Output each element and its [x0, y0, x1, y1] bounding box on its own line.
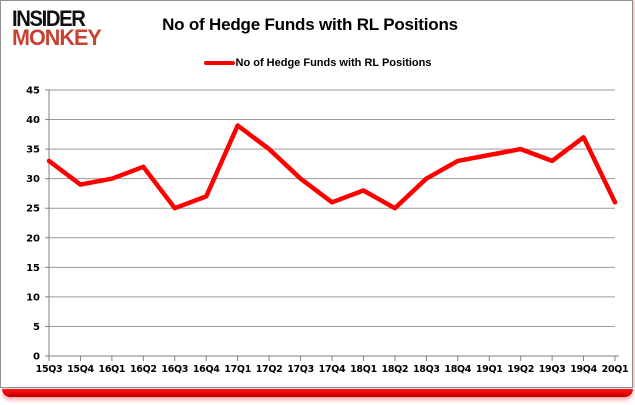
y-tick-label: 15 [26, 263, 40, 274]
logo-line-insider: INSIDER [12, 6, 86, 31]
x-tick-label: 16Q1 [99, 364, 126, 375]
y-tick-label: 20 [26, 233, 40, 244]
chart-title: No of Hedge Funds with RL Positions [162, 15, 458, 34]
x-tick-label: 17Q4 [319, 364, 346, 375]
x-tick-label: 17Q1 [224, 364, 251, 375]
insider-monkey-logo: INSIDER MONKEY [12, 6, 103, 51]
x-tick-label: 19Q3 [539, 364, 566, 375]
x-tick-label: 16Q3 [161, 364, 188, 375]
chart-frame [0, 0, 633, 388]
y-tick-label: 45 [26, 86, 40, 97]
x-tick-label: 19Q1 [476, 364, 503, 375]
y-tick-label: 10 [26, 292, 40, 303]
y-tick-label: 5 [33, 322, 40, 333]
x-tick-label: 17Q2 [256, 364, 283, 375]
x-tick-label: 18Q4 [444, 364, 471, 375]
series-line [46, 123, 618, 211]
x-tick-label: 20Q1 [602, 364, 629, 375]
x-tick-label: 15Q3 [36, 364, 63, 375]
x-tick-label: 18Q1 [350, 364, 377, 375]
y-tick-label: 30 [26, 174, 40, 185]
x-tick-label: 16Q2 [130, 364, 157, 375]
x-tick-label: 15Q4 [67, 364, 94, 375]
x-tick-label: 18Q2 [382, 364, 409, 375]
x-tick-label: 17Q3 [287, 364, 314, 375]
logo-line-monkey: MONKEY [12, 25, 102, 51]
x-tick-label: 19Q2 [507, 364, 534, 375]
y-tick-label: 0 [33, 352, 40, 363]
chart-legend: No of Hedge Funds with RL Positions [0, 57, 635, 69]
y-tick-label: 35 [26, 145, 40, 156]
legend-label: No of Hedge Funds with RL Positions [235, 57, 432, 69]
x-tick-label: 19Q4 [570, 364, 597, 375]
x-tick-label: 18Q3 [413, 364, 440, 375]
x-tick-label: 16Q4 [193, 364, 220, 375]
y-tick-label: 25 [26, 204, 40, 215]
legend-line-swatch-icon [203, 61, 235, 65]
y-tick-label: 40 [26, 115, 40, 126]
card-bottom-red-bar [2, 389, 633, 397]
